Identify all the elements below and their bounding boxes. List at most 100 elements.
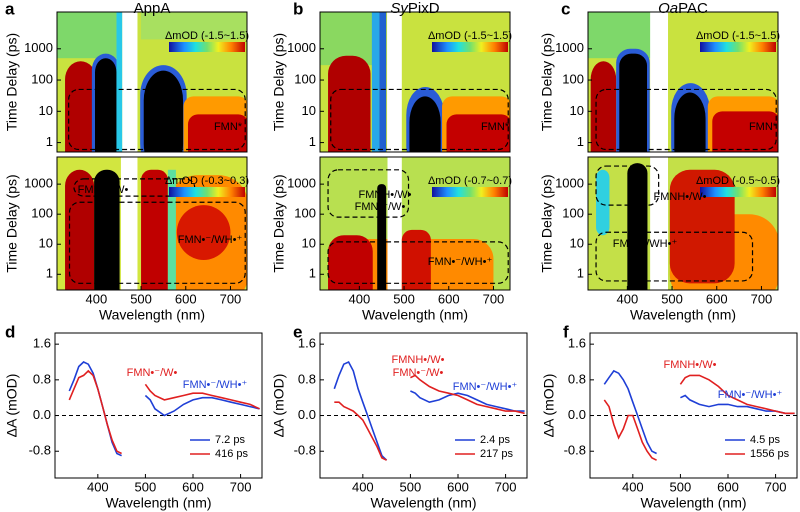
- x-tick-label: 700: [220, 291, 242, 306]
- series-line: [68, 369, 260, 455]
- annotation: FMN•⁻/W•: [355, 201, 406, 213]
- y-tick-label: 100: [31, 206, 53, 221]
- heatmap-region: [669, 169, 735, 284]
- colorbar-label: ΔmOD (-0.7~0.7): [428, 175, 512, 187]
- x-axis-label: Wavelength (nm): [99, 307, 205, 323]
- colorbar: [700, 187, 776, 197]
- y-axis-label: Time Delay (ps): [271, 33, 287, 131]
- x-tick-label: 700: [751, 291, 773, 306]
- x-tick-label: 600: [175, 291, 197, 306]
- heatmap-region: [627, 163, 648, 290]
- y-axis-label: Time Delay (ps): [4, 174, 20, 272]
- heatmap-region: [167, 169, 176, 290]
- heatmap-region: [377, 184, 387, 290]
- dashed-box: [595, 231, 754, 282]
- heatmap-region: [120, 157, 138, 290]
- heatmap-region: [650, 12, 669, 152]
- y-tick-label: 10: [570, 103, 584, 118]
- y-tick-label: 0.8: [568, 371, 586, 386]
- panel-label: d: [5, 322, 15, 341]
- annotation: FMN•⁻/WH•⁺: [613, 238, 678, 250]
- title-part: PixD: [408, 0, 440, 17]
- x-tick-label: 700: [230, 479, 252, 494]
- heatmap-region: [650, 157, 669, 290]
- dashed-box: [68, 88, 246, 151]
- y-tick-label: 1: [309, 134, 316, 149]
- x-tick-label: 400: [352, 479, 374, 494]
- y-tick-label: -0.8: [294, 443, 316, 458]
- heatmap-region: [619, 53, 648, 152]
- annotation: FMN•⁻/W•: [127, 367, 178, 379]
- x-axis-label: Wavelength (nm): [105, 495, 211, 511]
- annotation: FMNH•/W•: [392, 354, 445, 366]
- x-axis-label: Wavelength (nm): [630, 307, 736, 323]
- colorbar: [432, 42, 508, 52]
- x-tick-label: 500: [130, 291, 152, 306]
- heatmap-region: [712, 111, 778, 152]
- dashed-box: [327, 241, 509, 284]
- y-tick-label: 1.6: [568, 336, 586, 351]
- legend-label: 217 ps: [480, 448, 514, 460]
- heatmap-region: [141, 169, 168, 290]
- y-axis-label: ΔA (mOD): [541, 374, 557, 438]
- panel-label: e: [293, 322, 302, 341]
- x-tick-label: 400: [87, 479, 109, 494]
- heatmap: [588, 12, 778, 152]
- plot-frame: [56, 11, 248, 153]
- y-axis-label: Time Delay (ps): [539, 33, 555, 131]
- heatmap: [588, 157, 778, 290]
- heatmap-region: [65, 61, 97, 152]
- x-tick-label: 600: [438, 291, 460, 306]
- x-tick-label: 400: [348, 291, 370, 306]
- y-tick-label: 1000: [555, 40, 584, 55]
- y-axis-label: ΔA (mOD): [271, 374, 287, 438]
- x-axis-label: Wavelength (nm): [370, 495, 476, 511]
- x-tick-label: 600: [706, 291, 728, 306]
- panel-title: OaPAC: [658, 0, 708, 17]
- x-tick-label: 400: [616, 291, 638, 306]
- y-tick-label: 1000: [24, 40, 53, 55]
- x-tick-label: 700: [495, 479, 517, 494]
- annotation: FMN*: [481, 121, 510, 133]
- annotation: FMN*: [749, 121, 778, 133]
- x-tick-label: 500: [400, 479, 422, 494]
- legend-label: 416 ps: [215, 448, 249, 460]
- heatmap-region: [95, 58, 117, 152]
- heatmap-region: [409, 96, 441, 152]
- heatmap-region: [187, 114, 247, 152]
- y-tick-label: 0.0: [298, 407, 316, 422]
- legend-label: 2.4 ps: [480, 434, 510, 446]
- annotation: FMNH•/W•: [664, 359, 717, 371]
- heatmap-region: [65, 169, 95, 290]
- plot-frame: [589, 332, 798, 479]
- x-tick-label: 600: [717, 479, 739, 494]
- y-tick-label: 100: [562, 206, 584, 221]
- x-tick-label: 400: [622, 479, 644, 494]
- dashed-box: [327, 169, 410, 218]
- y-tick-label: 1: [46, 266, 53, 281]
- heatmap: [57, 157, 247, 290]
- x-tick-label: 700: [765, 479, 787, 494]
- x-tick-label: 700: [483, 291, 505, 306]
- y-tick-label: 0.8: [298, 371, 316, 386]
- annotation: FMN•⁻/WH•⁺: [178, 234, 243, 246]
- series-line: [334, 374, 525, 461]
- x-tick-label: 600: [182, 479, 204, 494]
- y-tick-label: 1: [577, 266, 584, 281]
- y-tick-label: 100: [294, 71, 316, 86]
- heatmap-region: [387, 157, 402, 290]
- series-line: [603, 374, 795, 461]
- heatmap-region: [674, 92, 706, 152]
- y-tick-label: 1000: [287, 40, 316, 55]
- colorbar: [432, 187, 508, 197]
- heatmap-region: [371, 12, 380, 152]
- colorbar-label: ΔmOD (-0.5~0.5): [696, 175, 780, 187]
- y-tick-label: 1000: [287, 176, 316, 191]
- annotation: FMNH•/W•: [359, 189, 412, 201]
- x-tick-label: 500: [135, 479, 157, 494]
- y-tick-label: 1.6: [33, 336, 51, 351]
- panel-label: c: [561, 0, 570, 18]
- annotation: FMN*: [214, 121, 243, 133]
- heatmap-region: [596, 169, 610, 236]
- heatmap-region: [143, 70, 184, 152]
